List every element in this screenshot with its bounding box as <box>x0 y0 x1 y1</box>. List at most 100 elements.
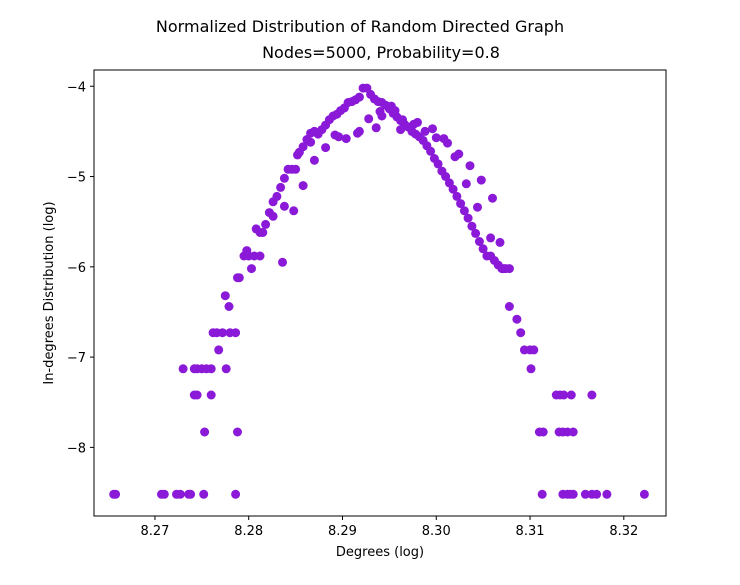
x-tick-label: 8.28 <box>234 524 263 539</box>
data-point <box>566 390 576 400</box>
data-point <box>463 213 473 223</box>
data-point <box>474 237 484 246</box>
data-point <box>159 489 169 499</box>
data-point <box>218 328 227 338</box>
y-axis-label: In-degrees Distribution (log) <box>42 201 57 384</box>
data-point <box>208 328 218 338</box>
data-point <box>396 125 406 135</box>
data-point <box>234 273 244 283</box>
data-point <box>341 134 351 144</box>
data-point <box>476 175 486 185</box>
data-point <box>200 427 210 437</box>
data-point <box>433 159 443 169</box>
data-point <box>526 364 536 374</box>
data-point <box>298 181 308 191</box>
data-point <box>261 219 271 229</box>
y-tick-label: −7 <box>67 351 86 366</box>
data-point <box>639 489 649 499</box>
data-point <box>580 489 590 499</box>
data-point <box>199 489 209 499</box>
data-point <box>206 390 216 400</box>
data-point <box>473 202 482 212</box>
data-point <box>512 314 522 324</box>
data-point <box>268 211 278 221</box>
plot-frame <box>93 69 667 517</box>
data-point <box>231 489 241 499</box>
data-point <box>233 427 242 437</box>
data-point <box>467 221 477 231</box>
data-point <box>390 106 400 116</box>
data-points <box>109 83 649 499</box>
y-tick-label: −5 <box>67 171 86 186</box>
data-point <box>495 237 505 247</box>
x-tick-label: 8.30 <box>422 524 451 539</box>
data-point <box>291 164 301 174</box>
chart-title: Nodes=5000, Probability=0.8 <box>262 43 500 62</box>
data-point <box>321 143 331 153</box>
data-point <box>354 92 364 102</box>
data-point <box>452 191 462 201</box>
data-point <box>276 182 286 192</box>
x-tick-label: 8.31 <box>516 524 545 539</box>
data-point <box>568 489 578 499</box>
data-point <box>537 489 547 499</box>
data-point <box>354 126 364 136</box>
data-point <box>178 364 188 374</box>
data-point <box>279 173 289 183</box>
data-point <box>439 134 449 144</box>
data-point <box>192 390 202 400</box>
data-point <box>459 206 469 216</box>
x-axis-label: Degrees (log) <box>336 545 424 560</box>
chart-suptitle: Normalized Distribution of Random Direct… <box>156 17 564 36</box>
data-point <box>431 133 441 143</box>
data-point <box>448 184 458 194</box>
data-point <box>279 201 289 211</box>
data-point <box>258 228 268 237</box>
data-point <box>504 302 514 311</box>
data-point <box>461 179 471 189</box>
data-point <box>426 146 436 156</box>
x-axis-ticks: 8.27 8.28 8.29 8.30 8.31 8.32 <box>140 516 638 539</box>
data-point <box>272 191 282 201</box>
data-point <box>504 264 514 274</box>
data-point <box>224 302 234 311</box>
data-point <box>111 489 121 499</box>
data-point <box>398 115 407 125</box>
x-tick-label: 8.32 <box>609 524 638 539</box>
y-tick-label: −8 <box>67 441 86 456</box>
data-point <box>186 489 196 499</box>
data-point <box>486 233 496 243</box>
y-axis-ticks: −4 −5 −6 −7 −8 <box>67 80 94 456</box>
data-point <box>456 199 466 209</box>
data-point <box>471 228 481 238</box>
y-tick-label: −6 <box>67 261 86 276</box>
data-point <box>529 345 539 355</box>
data-point <box>247 264 256 274</box>
data-point <box>587 390 597 400</box>
data-point <box>334 132 344 142</box>
data-point <box>413 117 422 127</box>
data-point <box>450 152 460 162</box>
data-point <box>371 123 381 133</box>
data-point <box>306 137 316 147</box>
data-point <box>293 150 302 160</box>
data-point <box>420 126 430 136</box>
data-point <box>289 206 299 216</box>
data-point <box>220 291 230 301</box>
data-point <box>559 390 569 400</box>
data-point <box>488 193 497 203</box>
data-point <box>231 328 241 338</box>
data-point <box>568 427 578 437</box>
data-point <box>377 111 387 121</box>
y-tick-label: −4 <box>67 80 86 95</box>
data-point <box>602 489 612 499</box>
data-point <box>214 345 224 355</box>
data-point <box>175 489 185 499</box>
data-point <box>278 257 287 267</box>
data-point <box>592 489 602 499</box>
data-point <box>478 244 488 254</box>
data-point <box>298 142 308 152</box>
data-point <box>309 155 319 165</box>
